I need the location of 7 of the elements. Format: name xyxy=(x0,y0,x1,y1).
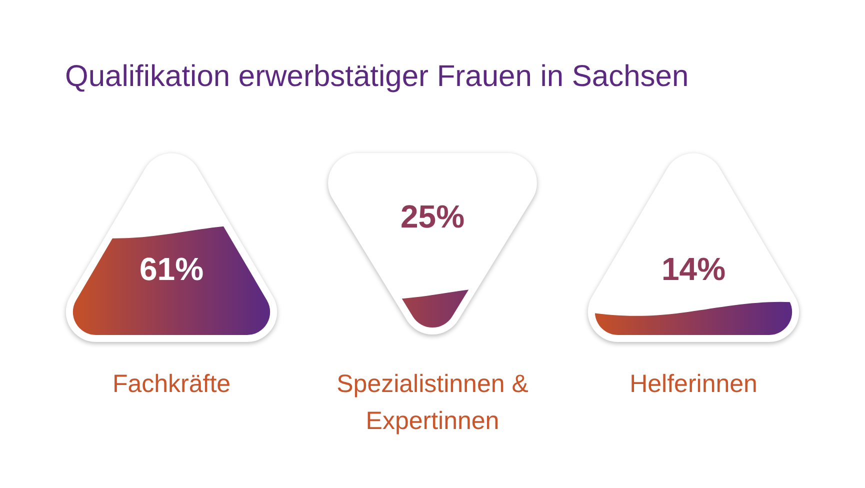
category-label: Fachkräfte xyxy=(112,370,231,398)
category-label: Helferinnen xyxy=(630,370,758,398)
text: Qualifikation erwerbstätiger Frauen in Sachsen xyxy=(65,60,689,93)
data-label: 25% xyxy=(400,198,465,234)
data-label: 61% xyxy=(139,251,204,288)
category-label: Spezialistinnen & Expertinnen xyxy=(336,370,529,435)
data-label: 14% xyxy=(661,251,726,288)
